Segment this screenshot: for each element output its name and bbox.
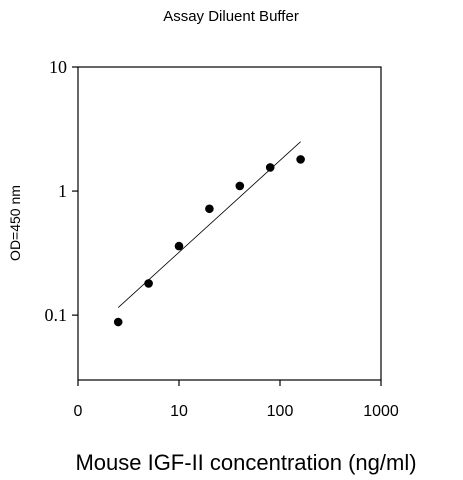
y-tick-label: 10 [49, 57, 67, 77]
y-axis-label: OD=450 nm [7, 185, 23, 261]
y-ticks: 0.1 1 10 [45, 57, 78, 325]
chart-title: Assay Diluent Buffer [163, 8, 299, 25]
data-point [296, 155, 305, 164]
data-point [235, 181, 245, 191]
y-tick-label: 1 [58, 181, 67, 201]
plot-area [77, 66, 382, 381]
data-point [265, 163, 275, 172]
data-point [205, 204, 214, 214]
y-tick-label: 0.1 [45, 305, 68, 325]
data-point [174, 241, 184, 251]
x-tick-label: 1000 [363, 403, 399, 420]
plot-frame [77, 66, 382, 381]
x-tick-label: 100 [267, 403, 294, 420]
x-tick-label: 10 [170, 403, 188, 420]
data-point [144, 279, 153, 288]
x-tick-label: 0 [74, 403, 83, 420]
x-ticks: 0 10 100 1000 [74, 380, 399, 420]
data-point [113, 317, 123, 327]
points-layer [113, 155, 305, 327]
x-axis-label: Mouse IGF-II concentration (ng/ml) [75, 450, 416, 475]
